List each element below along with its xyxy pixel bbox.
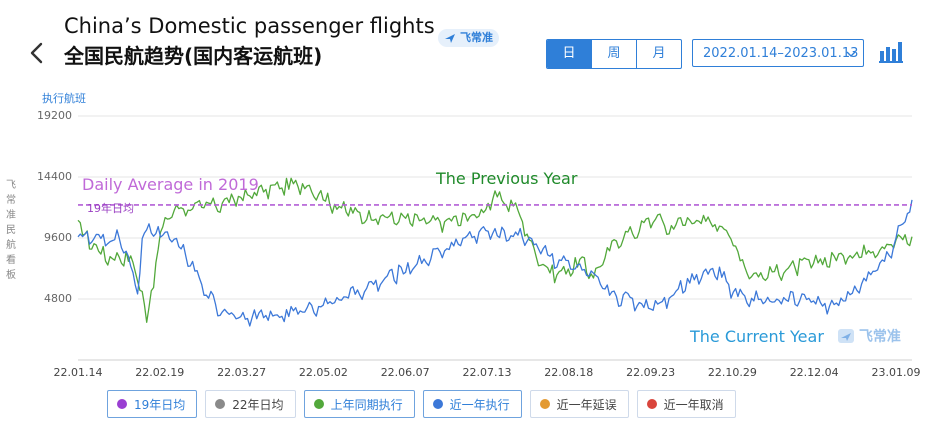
legend-item-delays[interactable]: 近一年延误 [529,390,629,418]
plane-icon [838,329,854,343]
legend-label: 22年日均 [232,397,284,412]
legend-dot [313,399,324,409]
chevron-down-icon [846,51,856,57]
annotation-daily-average: Daily Average in 2019 [82,175,259,194]
legend-label: 上年同期执行 [330,397,403,412]
legend-label: 近一年取消 [663,397,724,412]
legend-label: 近一年执行 [449,397,510,412]
legend-dot [215,399,226,409]
y-tick-label: 19200 [37,109,72,122]
legend-dot [539,399,550,409]
x-tick-label: 22.12.04 [789,366,839,379]
granularity-week-button[interactable]: 周 [591,40,636,68]
series-line-current-year [77,199,913,327]
x-tick-label: 22.06.07 [380,366,430,379]
granularity-month-button[interactable]: 月 [636,40,681,68]
x-tick-label: 22.07.13 [462,366,512,379]
y-tick-label: 14400 [37,170,72,183]
brand-badge-label: 飞常准 [460,31,493,44]
granularity-toggle: 日 周 月 [546,39,682,69]
y-tick-label: 9600 [44,231,72,244]
x-tick-label: 23.01.09 [871,366,921,379]
granularity-day-button[interactable]: 日 [547,40,591,68]
x-tick-label: 22.01.14 [53,366,103,379]
y-axis-title: 执行航班 [42,92,86,105]
legend-dot [117,399,127,409]
plane-icon [445,34,455,43]
bar-chart-icon[interactable] [878,40,904,64]
date-range-select[interactable]: 2022.01.14–2023.01.13 [692,39,864,67]
back-arrow-icon[interactable] [24,38,50,68]
legend-item-2019-average[interactable]: 19年日均 [107,390,198,418]
series-line-previous-year [77,177,913,323]
watermark: 飞常准 [838,326,901,346]
x-tick-label: 22.08.18 [544,366,594,379]
x-tick-label: 22.03.27 [217,366,267,379]
chart-legend: 19年日均 22年日均 上年同期执行 近一年执行 近一年延误 近一年取消 [107,390,736,418]
legend-label: 19年日均 [134,397,186,412]
side-vertical-label: 飞常准民航看板 [6,180,16,281]
legend-item-cancellations[interactable]: 近一年取消 [636,390,736,418]
annotation-previous-year: The Previous Year [436,169,578,188]
annotation-current-year: The Current Year [690,327,824,346]
legend-label: 近一年延误 [556,397,617,412]
x-tick-label: 22.10.29 [707,366,757,379]
date-range-value: 2022.01.14–2023.01.13 [703,46,859,61]
brand-badge: 飞常准 [438,29,499,47]
legend-item-2022-average[interactable]: 22年日均 [205,390,296,418]
legend-item-previous-year[interactable]: 上年同期执行 [303,390,415,418]
x-tick-label: 22.02.19 [135,366,185,379]
y-tick-label: 4800 [44,292,72,305]
reference-line-label: 19年日均 [87,202,134,215]
legend-dot [646,399,657,409]
page-title-english: China’s Domestic passenger flights [64,14,435,38]
page-title-chinese: 全国民航趋势(国内客运航班) [64,44,323,68]
legend-dot [432,399,443,409]
legend-item-current-year[interactable]: 近一年执行 [422,390,522,418]
x-tick-label: 22.09.23 [626,366,676,379]
watermark-label: 飞常准 [858,329,901,345]
x-tick-label: 22.05.02 [298,366,348,379]
